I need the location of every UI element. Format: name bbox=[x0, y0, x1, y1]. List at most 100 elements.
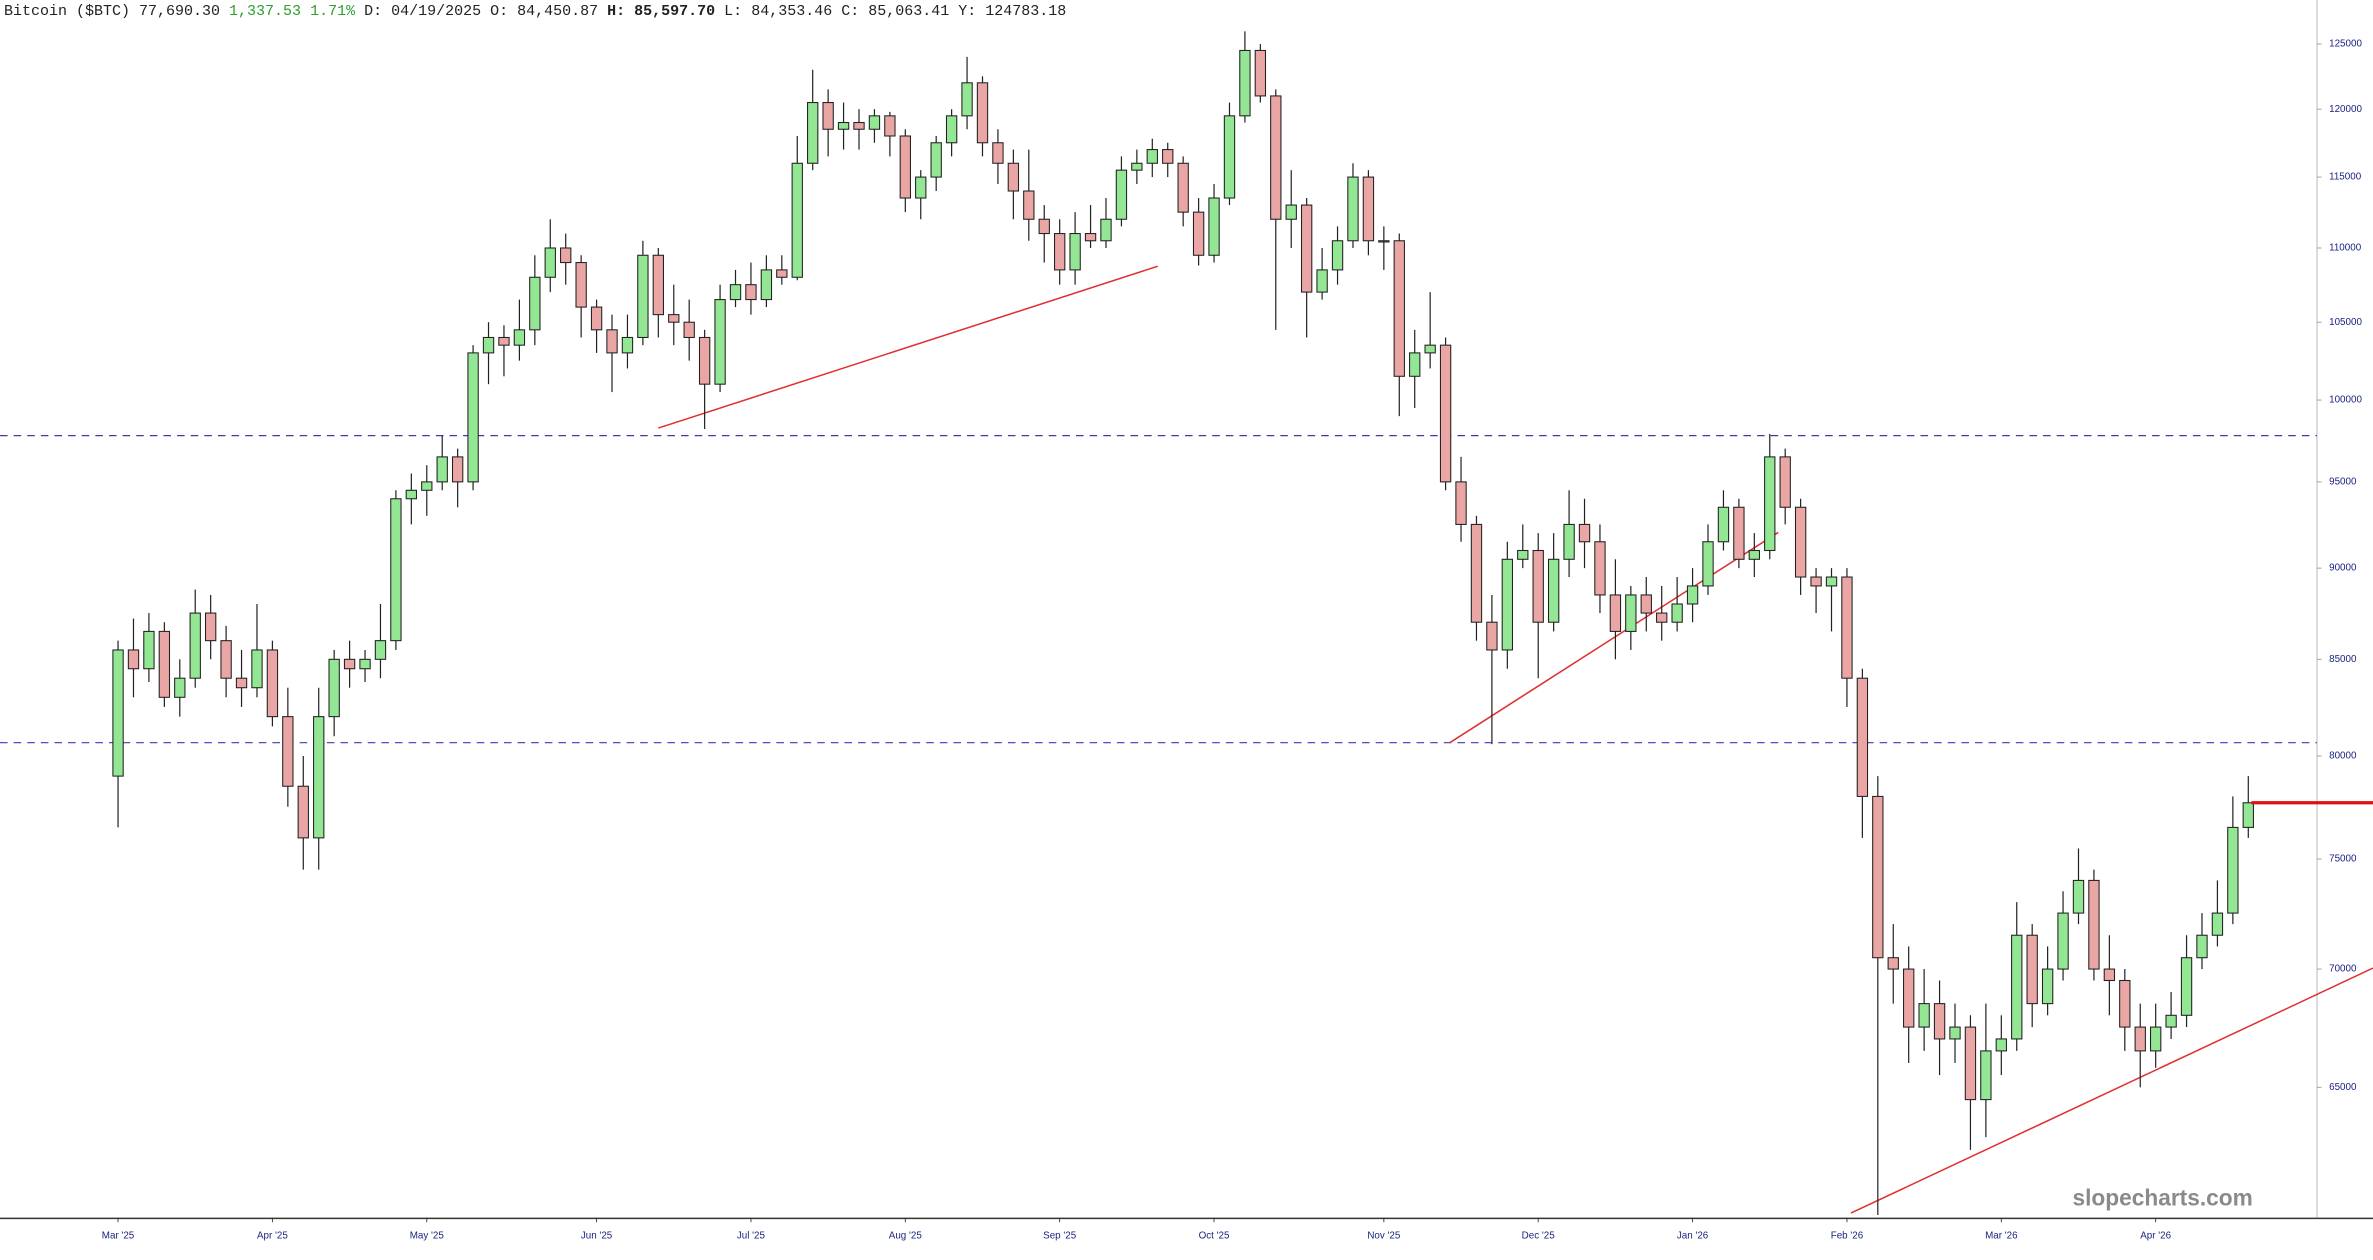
candle-body bbox=[2088, 879, 2100, 970]
candle-body bbox=[1656, 612, 1668, 623]
y-tick-label: 80000 bbox=[2329, 751, 2357, 762]
candle-body bbox=[1532, 549, 1544, 623]
candle-body bbox=[1239, 49, 1251, 117]
candle-body bbox=[266, 649, 279, 718]
candle-body bbox=[1023, 190, 1035, 220]
candle-body bbox=[668, 314, 680, 323]
candle-body bbox=[1100, 218, 1112, 242]
candle-body bbox=[235, 677, 248, 689]
info-value: 04/19/2025 bbox=[391, 3, 482, 20]
candle-body bbox=[1285, 204, 1297, 220]
x-tick-label: Jan '26 bbox=[1677, 1230, 1709, 1241]
candle-body bbox=[853, 122, 865, 130]
candle-body bbox=[1223, 115, 1236, 199]
info-label: D: bbox=[364, 3, 383, 20]
candle-body bbox=[343, 658, 356, 670]
candle-body bbox=[2041, 968, 2054, 1005]
candle-body bbox=[1270, 95, 1282, 220]
candle-body bbox=[1393, 240, 1405, 377]
candle-body bbox=[189, 612, 201, 679]
candle-body bbox=[652, 254, 665, 316]
candle-body bbox=[220, 640, 232, 679]
x-tick-label: Dec '25 bbox=[1522, 1230, 1556, 1241]
candle-body bbox=[1316, 269, 1328, 293]
x-tick-label: Nov '25 bbox=[1367, 1230, 1401, 1241]
x-tick-label: Mar '26 bbox=[1985, 1230, 2018, 1241]
info-value: 84,450.87 bbox=[517, 3, 599, 20]
x-tick-label: Mar '25 bbox=[102, 1230, 135, 1241]
candle-body bbox=[1331, 240, 1344, 271]
candle-body bbox=[698, 336, 711, 385]
candle-body bbox=[1594, 541, 1606, 596]
y-tick-label: 120000 bbox=[2329, 104, 2362, 115]
candle-body bbox=[436, 456, 448, 483]
candle-body bbox=[1192, 211, 1205, 256]
candle-body bbox=[1717, 506, 1730, 543]
candle-body bbox=[961, 82, 973, 117]
candle-body bbox=[1825, 576, 1838, 587]
candle-body bbox=[2103, 968, 2116, 982]
info-label: L: bbox=[724, 3, 743, 20]
candle-body bbox=[297, 785, 309, 839]
candle-body bbox=[2119, 979, 2131, 1028]
info-value: 84,353.46 bbox=[751, 3, 833, 20]
candle-body bbox=[2196, 934, 2208, 959]
y-tick-label: 85000 bbox=[2329, 654, 2357, 665]
info-value: 85,597.70 bbox=[634, 3, 716, 20]
change-pct: 1.71% bbox=[310, 3, 356, 20]
candle-body bbox=[807, 102, 819, 164]
candle-body bbox=[791, 162, 803, 278]
candle-body bbox=[2211, 912, 2224, 936]
last-price: 77,690.30 bbox=[139, 3, 221, 20]
ticker-name: Bitcoin ($BTC) bbox=[4, 3, 131, 20]
candle-body bbox=[1007, 162, 1020, 192]
candle-body bbox=[282, 716, 294, 787]
candle-body bbox=[1841, 576, 1853, 679]
candle-body bbox=[2011, 934, 2023, 1040]
candle-body bbox=[2227, 826, 2239, 914]
x-tick-label: Jul '25 bbox=[737, 1230, 766, 1241]
candle-body bbox=[1131, 162, 1143, 171]
candle-body bbox=[1625, 594, 1637, 632]
candle-body bbox=[467, 352, 479, 483]
candle-body bbox=[374, 640, 387, 660]
candle-body bbox=[112, 649, 124, 777]
candle-body bbox=[1702, 541, 1714, 587]
candle-body bbox=[1764, 456, 1776, 552]
candle-body bbox=[1949, 1026, 1961, 1040]
candle-body bbox=[1609, 594, 1622, 632]
y-tick-label: 100000 bbox=[2329, 395, 2362, 406]
info-value: 124783.18 bbox=[985, 3, 1067, 20]
candle-body bbox=[1547, 558, 1560, 623]
candle-body bbox=[313, 716, 325, 839]
x-tick-label: May '25 bbox=[410, 1230, 445, 1241]
candle-body bbox=[729, 284, 742, 301]
candle-body bbox=[930, 142, 942, 178]
candle-body bbox=[1995, 1038, 2007, 1052]
candle-body bbox=[421, 481, 433, 491]
candle-body bbox=[1779, 456, 1791, 508]
candle-body bbox=[2242, 802, 2254, 828]
candle-body bbox=[1115, 169, 1128, 220]
candle-body bbox=[143, 630, 155, 670]
candle-body bbox=[158, 630, 171, 698]
candle-body bbox=[2026, 934, 2038, 1005]
candle-body bbox=[1378, 240, 1390, 243]
trend-line bbox=[658, 265, 1158, 429]
candle-body bbox=[405, 489, 418, 500]
candle-body bbox=[1733, 506, 1745, 560]
candle-body bbox=[1424, 344, 1436, 354]
candle-body bbox=[1872, 795, 1884, 959]
candle-body bbox=[1486, 621, 1498, 651]
candles bbox=[112, 31, 2254, 1215]
candle-body bbox=[2134, 1026, 2146, 1052]
info-label: O: bbox=[490, 3, 509, 20]
candle-body bbox=[1748, 549, 1761, 560]
candle-body bbox=[2150, 1026, 2162, 1052]
candle-body bbox=[1964, 1026, 1977, 1101]
y-tick-label: 95000 bbox=[2329, 476, 2357, 487]
candle-body bbox=[745, 284, 757, 301]
candle-body bbox=[1084, 233, 1097, 242]
candle-body bbox=[868, 115, 881, 130]
